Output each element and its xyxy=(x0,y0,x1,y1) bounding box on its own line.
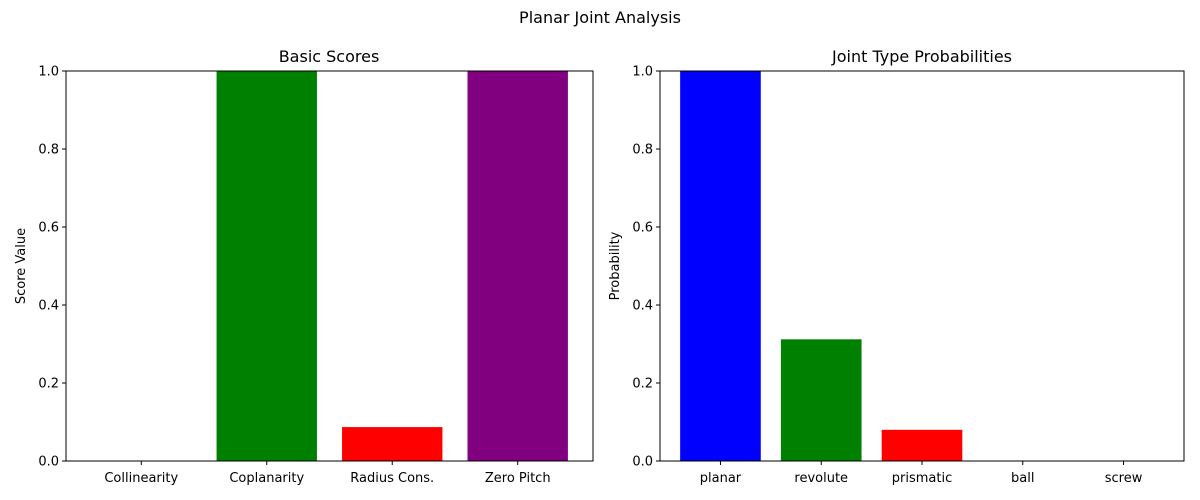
x-ticks-group: Collinearity Coplanarity Radius Cons. Zero … xyxy=(104,461,551,486)
bar-zero-pitch xyxy=(467,71,568,461)
chart-title: Basic Scores xyxy=(279,47,380,66)
y-tick-label: 1.0 xyxy=(632,65,653,80)
x-tick-label: revolute xyxy=(794,471,848,486)
plot-frame xyxy=(65,70,594,462)
y-tick-label: 0.2 xyxy=(632,377,653,392)
y-tick-label: 0.6 xyxy=(632,221,653,236)
x-tick-label: Radius Cons. xyxy=(350,471,434,486)
chart-title: Joint Type Probabilities xyxy=(831,47,1012,66)
y-tick-label: 0.8 xyxy=(632,143,653,158)
y-axis-label: Score Value xyxy=(14,228,29,304)
y-ticks-group: 0.0 0.2 0.4 0.6 0.8 1.0 xyxy=(38,65,66,470)
y-tick-label: 0.6 xyxy=(38,221,59,236)
bars-group xyxy=(216,71,568,461)
x-tick-label: Coplanarity xyxy=(229,471,304,486)
y-tick-label: 0.4 xyxy=(632,299,653,314)
bar-prismatic xyxy=(881,429,963,461)
y-tick-label: 0.2 xyxy=(38,377,59,392)
x-tick-label: Zero Pitch xyxy=(485,471,551,486)
y-tick-label: 0.4 xyxy=(38,299,59,314)
chart-basic-scores: Basic Scores Score Value 0.0 0.2 0.4 0.6 0.8… xyxy=(14,47,594,486)
x-tick-label: Collinearity xyxy=(104,471,178,486)
y-axis-label: Probability xyxy=(608,231,623,300)
figure-suptitle: Planar Joint Analysis xyxy=(519,8,681,27)
x-tick-label: screw xyxy=(1105,471,1143,486)
y-tick-label: 0.8 xyxy=(38,143,59,158)
plot-frame xyxy=(659,70,1185,462)
bar-revolute xyxy=(780,339,862,461)
y-ticks-group: 0.0 0.2 0.4 0.6 0.8 1.0 xyxy=(632,65,660,470)
y-tick-label: 0.0 xyxy=(38,455,59,470)
bars-group xyxy=(680,71,963,461)
bar-coplanarity xyxy=(216,71,317,461)
bar-radius-cons xyxy=(342,427,443,461)
y-tick-label: 1.0 xyxy=(38,65,59,80)
y-tick-label: 0.0 xyxy=(632,455,653,470)
bar-planar xyxy=(680,71,761,461)
x-tick-label: planar xyxy=(700,471,742,486)
x-ticks-group: planar revolute prismatic ball screw xyxy=(700,461,1143,486)
x-tick-label: prismatic xyxy=(892,471,952,486)
chart-joint-type-probabilities: Joint Type Probabilities Probability 0.0… xyxy=(608,47,1185,486)
x-tick-label: ball xyxy=(1011,471,1034,486)
